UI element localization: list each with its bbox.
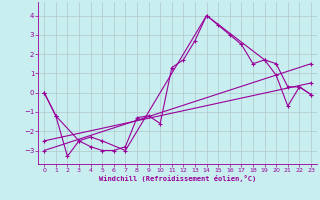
X-axis label: Windchill (Refroidissement éolien,°C): Windchill (Refroidissement éolien,°C) xyxy=(99,175,256,182)
